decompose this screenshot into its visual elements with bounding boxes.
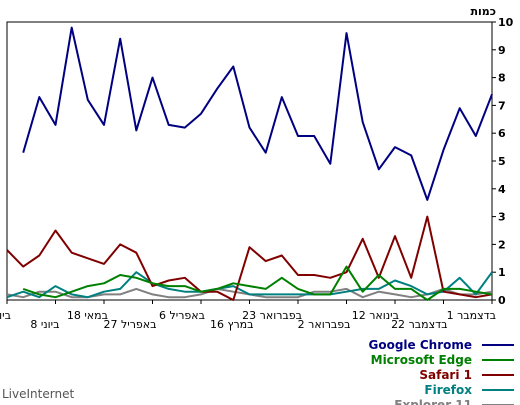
legend-label-google-chrome: Google Chrome — [368, 338, 472, 352]
x-tick-label: 12 בינואר — [352, 309, 399, 322]
y-tick-label: 10 — [498, 16, 514, 29]
y-tick-label: 5 — [498, 155, 506, 168]
y-tick-label: 3 — [498, 211, 506, 224]
series-line-microsoft-edge — [22, 265, 493, 301]
series-line-firefox — [6, 271, 493, 299]
x-tick-label: 8 ביוני — [30, 318, 59, 331]
legend-label-safari-1: Safari 1 — [419, 368, 472, 382]
y-tick-label: 7 — [498, 99, 506, 112]
x-tick-label: 1 בדצמבר — [447, 309, 496, 322]
y-axis-unit-label: כמות — [471, 5, 496, 18]
x-tick-label: 6 באפריל — [159, 309, 205, 322]
x-tick-label: 18 במאי — [67, 309, 108, 322]
x-tick-label: 2 בפברואר — [298, 318, 351, 331]
series-line-safari-1 — [6, 215, 493, 301]
y-tick-label: 1 — [498, 266, 506, 279]
y-tick-label: 6 — [498, 127, 506, 140]
y-tick-label: 2 — [498, 238, 506, 251]
y-tick-label: 8 — [498, 72, 506, 85]
x-tick-label: 25 ביוני — [0, 309, 11, 322]
legend-label-firefox: Firefox — [424, 383, 472, 397]
series-line-google-chrome — [22, 26, 493, 201]
y-tick-label: 4 — [498, 183, 506, 196]
legend-label-microsoft-edge: Microsoft Edge — [371, 353, 472, 367]
x-tick-label: 22 בדצמבר — [391, 318, 447, 331]
legend-label-explorer-11: Explorer 11 — [394, 398, 472, 405]
x-tick-label: 23 בפברואר — [242, 309, 302, 322]
y-tick-label: 9 — [498, 44, 506, 57]
x-tick-label: 16 במרץ — [210, 318, 253, 331]
x-tick-label: 27 באפריל — [103, 318, 156, 331]
liveinternet-brand: LiveInternet — [2, 387, 74, 401]
y-tick-label: 0 — [498, 294, 506, 307]
